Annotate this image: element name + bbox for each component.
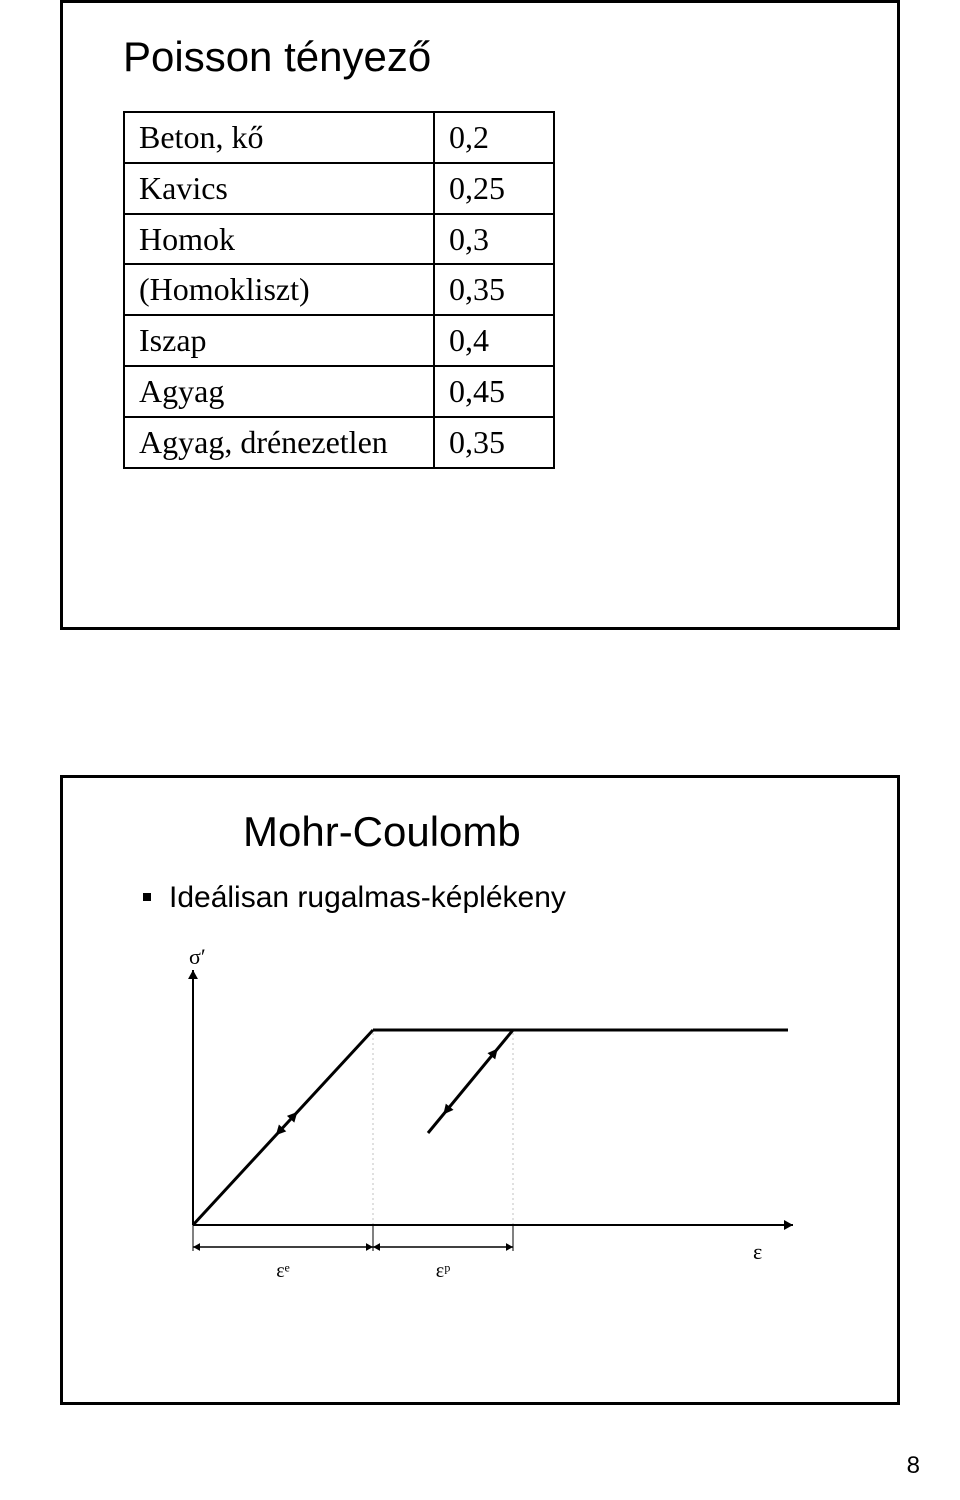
table-cell-value: 0,4 xyxy=(434,315,554,366)
table-cell-label: Iszap xyxy=(124,315,434,366)
table-row: (Homokliszt)0,35 xyxy=(124,264,554,315)
panel-mohr-coulomb: Mohr-Coulomb Ideálisan rugalmas-képléken… xyxy=(60,775,900,1405)
table-row: Iszap0,4 xyxy=(124,315,554,366)
chart-svg: σ′ ε εᵉ εᵖ xyxy=(163,935,803,1295)
y-axis-label: σ′ xyxy=(189,944,206,969)
page-number: 8 xyxy=(907,1452,920,1480)
table-cell-label: Kavics xyxy=(124,163,434,214)
bullet-dot-icon xyxy=(143,893,151,901)
dim-label: εᵉ xyxy=(276,1260,290,1282)
table-cell-label: (Homokliszt) xyxy=(124,264,434,315)
table-row: Kavics0,25 xyxy=(124,163,554,214)
table-cell-value: 0,2 xyxy=(434,112,554,163)
table-row: Beton, kő0,2 xyxy=(124,112,554,163)
panel-title-mohr: Mohr-Coulomb xyxy=(243,808,837,856)
bullet-text: Ideálisan rugalmas-képlékeny xyxy=(169,881,566,914)
table-cell-label: Beton, kő xyxy=(124,112,434,163)
panel-poisson: Poisson tényező Beton, kő0,2Kavics0,25Ho… xyxy=(60,0,900,630)
table-cell-value: 0,45 xyxy=(434,366,554,417)
table-row: Homok0,3 xyxy=(124,214,554,265)
table-cell-label: Homok xyxy=(124,214,434,265)
panel-title-poisson: Poisson tényező xyxy=(123,33,837,81)
x-axis-label: ε xyxy=(753,1239,762,1264)
table-row: Agyag, drénezetlen0,35 xyxy=(124,417,554,468)
table-cell-value: 0,35 xyxy=(434,417,554,468)
dim-label: εᵖ xyxy=(436,1260,451,1282)
table-cell-label: Agyag, drénezetlen xyxy=(124,417,434,468)
table-cell-value: 0,3 xyxy=(434,214,554,265)
table-row: Agyag0,45 xyxy=(124,366,554,417)
bullet-line: Ideálisan rugalmas-képlékeny xyxy=(143,881,837,915)
page: Poisson tényező Beton, kő0,2Kavics0,25Ho… xyxy=(0,0,960,1500)
table-cell-label: Agyag xyxy=(124,366,434,417)
stress-strain-chart: σ′ ε εᵉ εᵖ xyxy=(163,935,837,1300)
poisson-table: Beton, kő0,2Kavics0,25Homok0,3(Homoklisz… xyxy=(123,111,555,469)
table-cell-value: 0,25 xyxy=(434,163,554,214)
table-cell-value: 0,35 xyxy=(434,264,554,315)
